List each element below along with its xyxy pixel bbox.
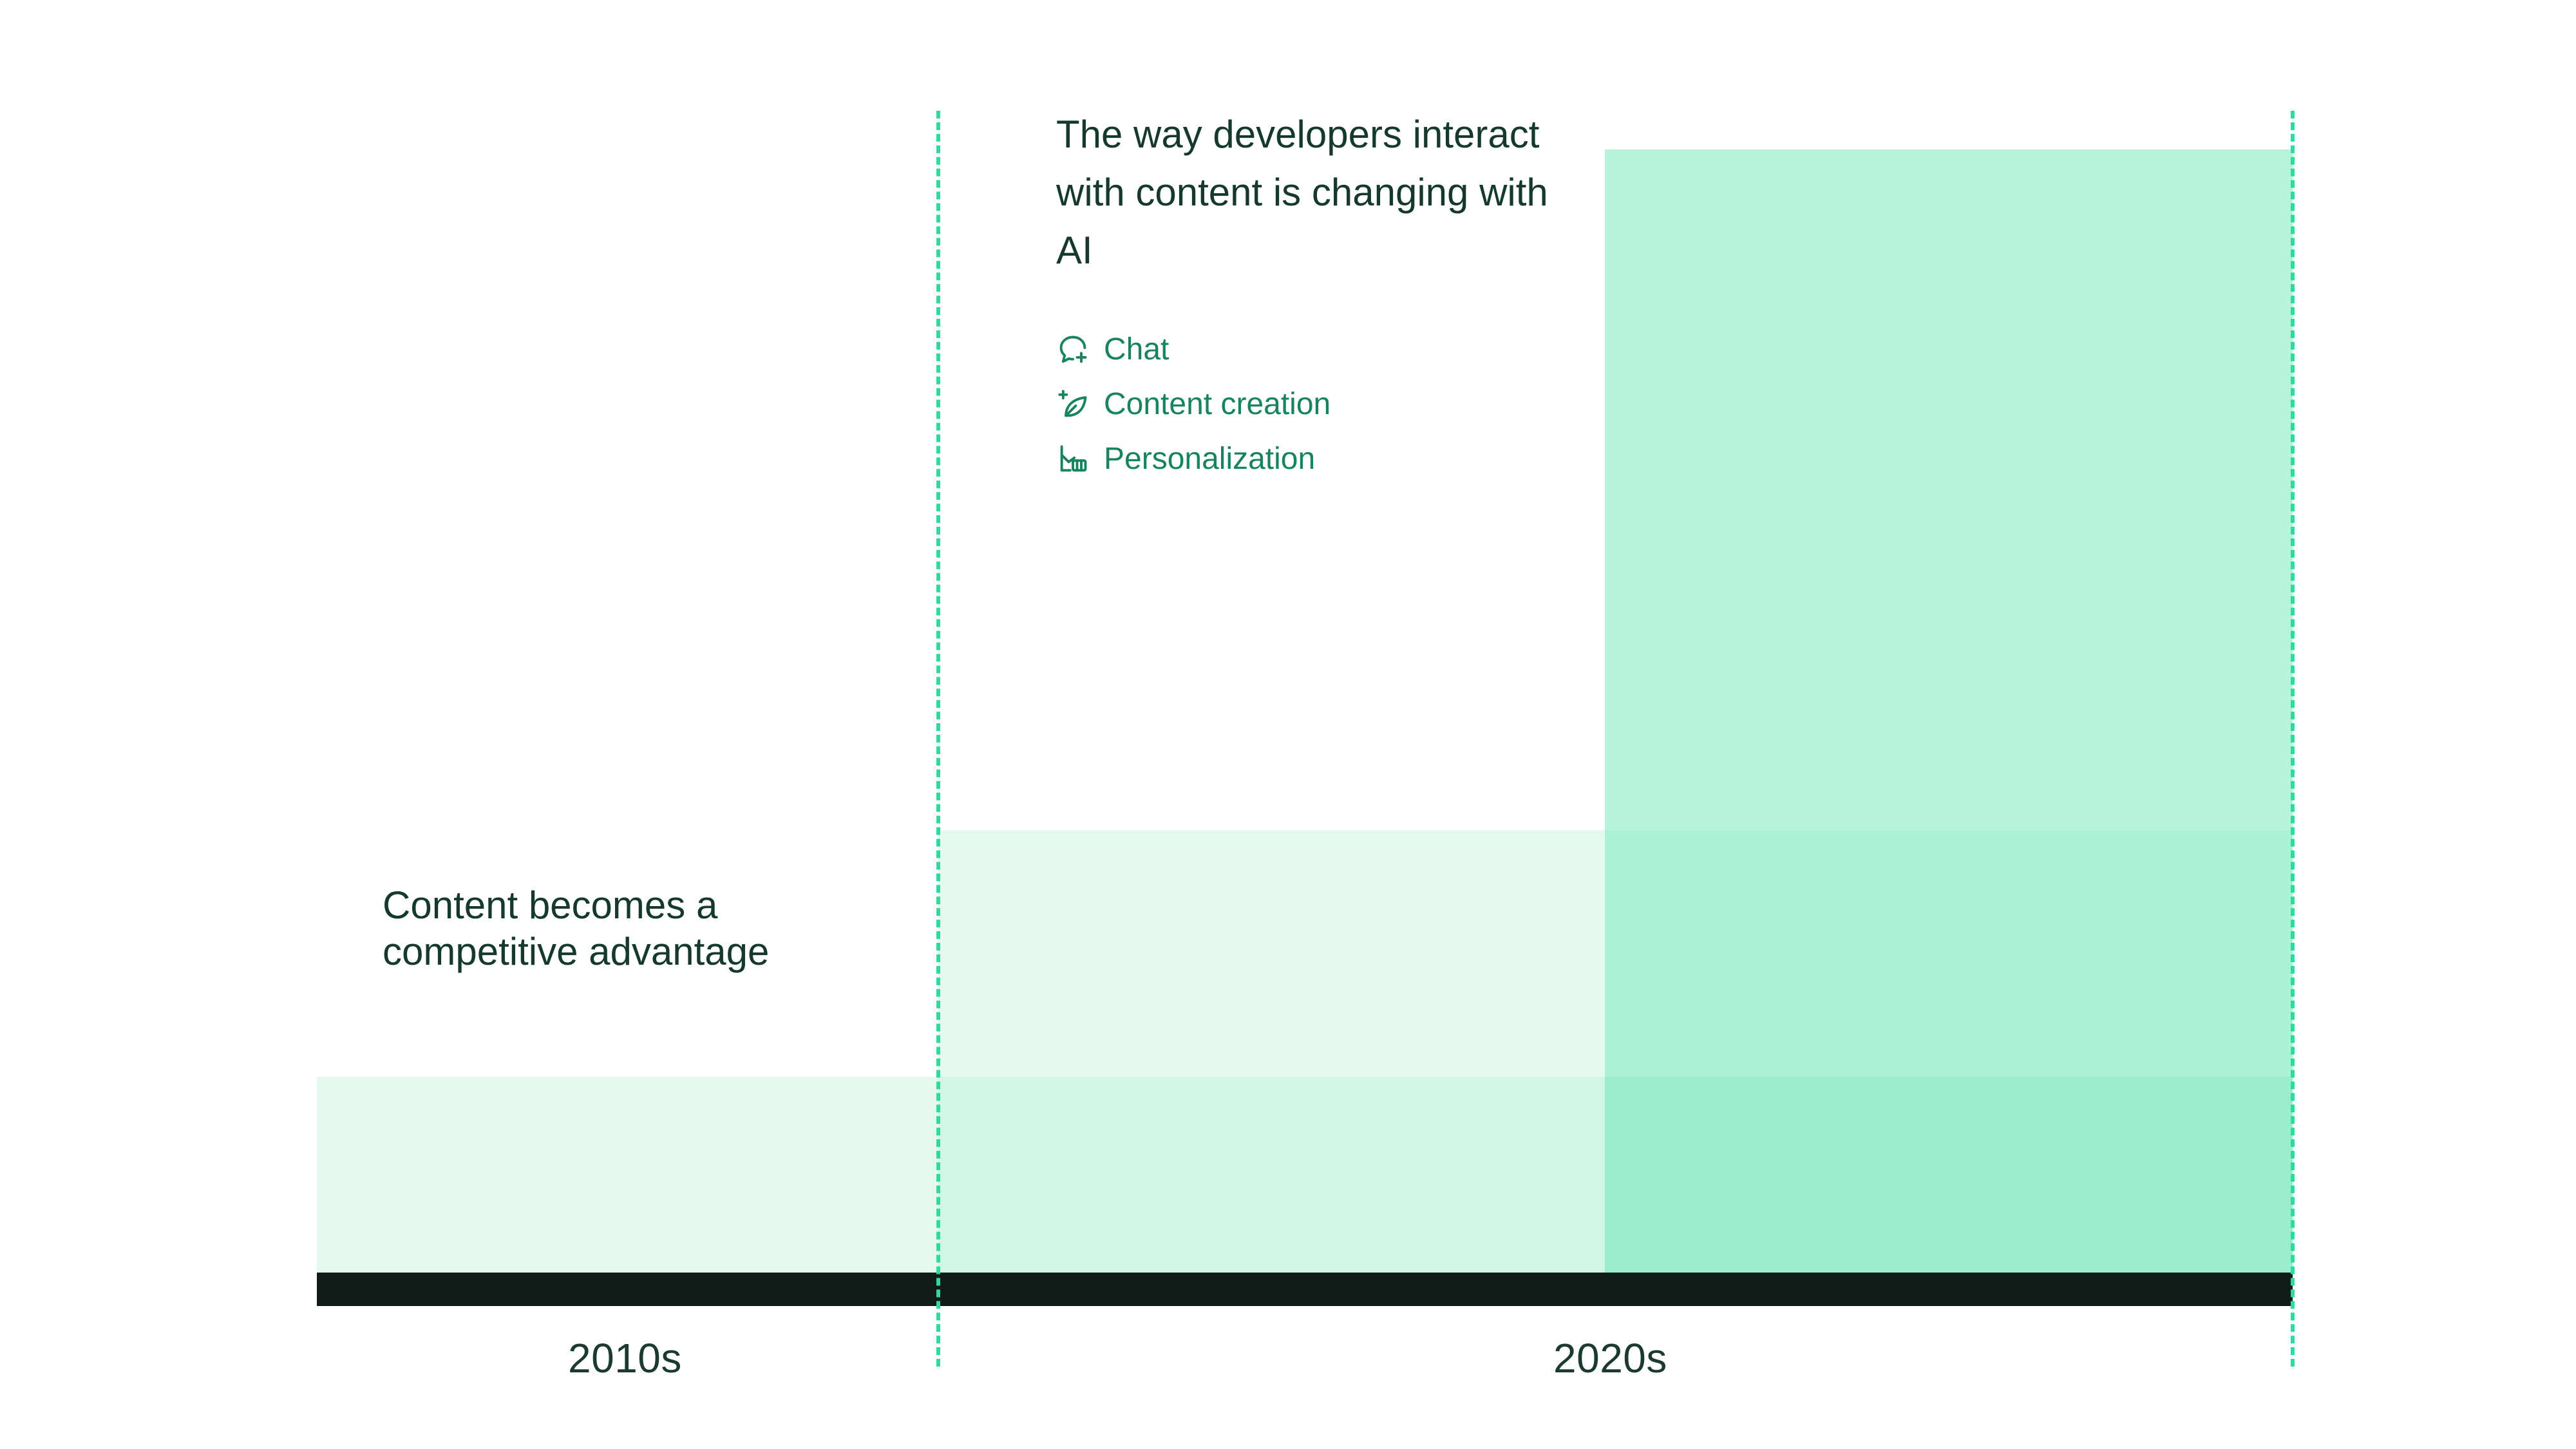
feature-item-personalization: Personalization: [1056, 431, 1331, 486]
era-divider-2010s-2020s: [936, 111, 940, 1367]
leaf-sparkle-icon: [1058, 389, 1087, 417]
personalization-icon: [1060, 445, 1087, 471]
chat-bubble-sparkle-icon: [1059, 336, 1087, 363]
era-label-2010s: 2010s: [568, 1335, 682, 1381]
left-caption: Content becomes a competitive advantage: [383, 884, 770, 973]
right-heading: The way developers interact with content…: [1056, 113, 1548, 272]
feature-item-chat: Chat: [1056, 322, 1331, 377]
feature-label-personalization: Personalization: [1104, 442, 1316, 476]
feature-item-content-creation: Content creation: [1056, 377, 1331, 431]
era-divider-end: [2291, 111, 2295, 1367]
timeline-axis: [317, 1273, 2293, 1306]
bar-2020s-tall-base-overlap: [1605, 1077, 2293, 1273]
feature-label-chat: Chat: [1104, 332, 1170, 366]
era-label-2020s: 2020s: [1553, 1335, 1667, 1381]
feature-label-content-creation: Content creation: [1104, 387, 1331, 421]
feature-list: Chat Content creation Personalization: [1056, 322, 1331, 486]
